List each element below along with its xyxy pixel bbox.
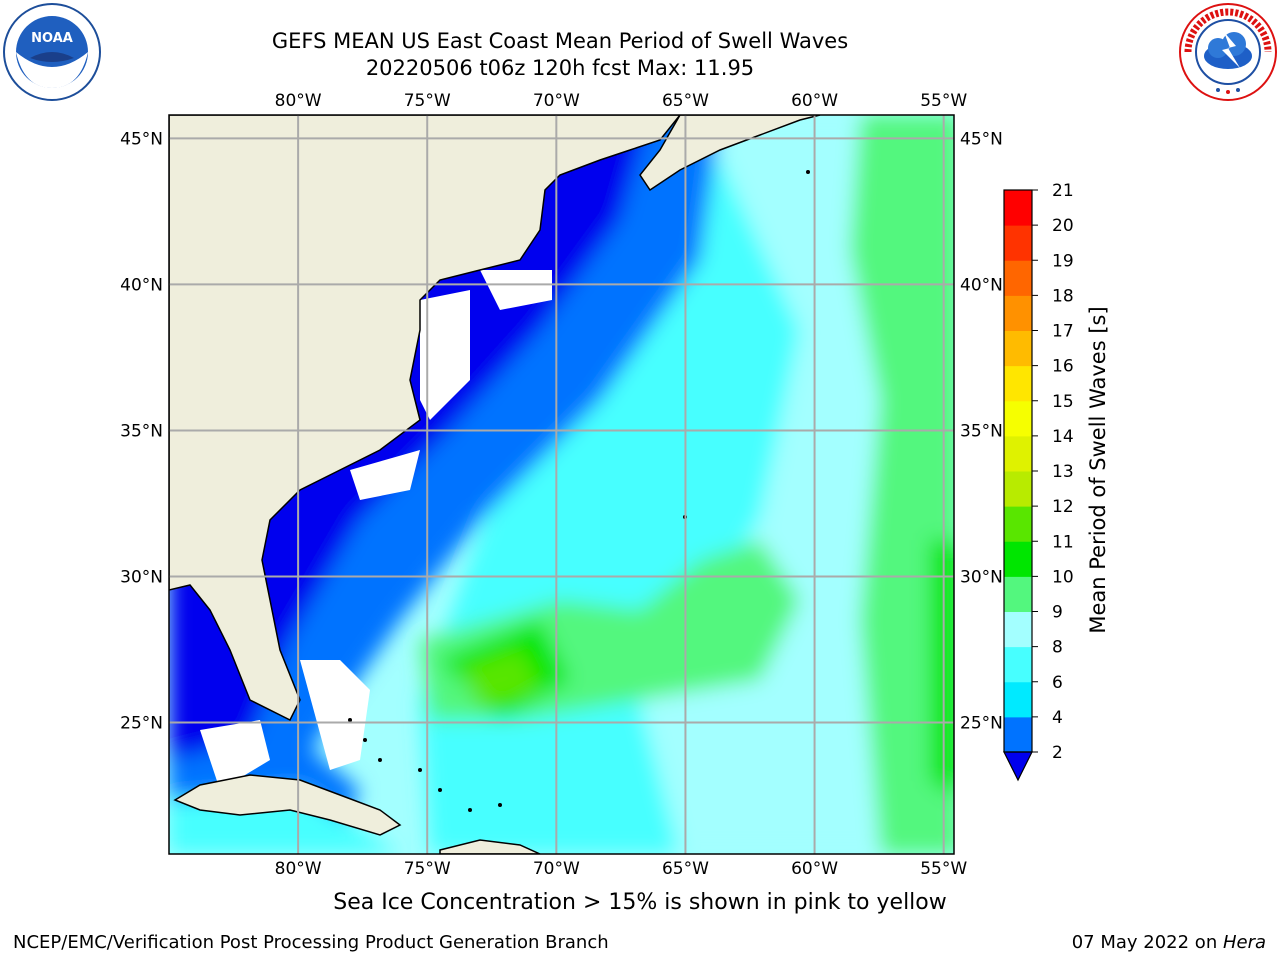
- colorbar-tick-label: 12: [1052, 497, 1074, 517]
- lon-tick-label: 60°W: [791, 859, 838, 879]
- footer-date: 07 May 2022 on Hera: [1072, 932, 1266, 953]
- noaa-logo-text: NOAA: [31, 31, 73, 46]
- colorbar-tick-label: 6: [1052, 673, 1063, 693]
- colorbar-band: [1004, 400, 1032, 437]
- swell-period-field: [169, 115, 954, 854]
- colorbar-tick-label: 20: [1052, 216, 1074, 236]
- footer-branch: NCEP/EMC/Verification Post Processing Pr…: [13, 932, 609, 953]
- colorbar-band: [1004, 716, 1032, 753]
- lon-tick-label: 75°W: [404, 91, 451, 111]
- colorbar-tick-label: 17: [1052, 322, 1074, 342]
- colorbar-band: [1004, 435, 1032, 472]
- footer-date-text: 07 May 2022 on: [1071, 932, 1223, 953]
- footer-machine: Hera: [1222, 932, 1266, 953]
- colorbar-extend-min: [1003, 751, 1033, 782]
- map-subtitle: 20220506 t06z 120h fcst Max: 11.95: [365, 56, 755, 80]
- colorbar-tick-label: 16: [1052, 357, 1074, 377]
- colorbar-band: [1004, 471, 1032, 507]
- colorbar-band: [1004, 576, 1032, 612]
- map-gridlines: [169, 115, 954, 854]
- lon-tick-label: 70°W: [533, 859, 580, 879]
- colorbar-tick-label: 8: [1052, 638, 1063, 658]
- map-frame: [168, 114, 955, 855]
- colorbar-band: [1004, 506, 1032, 542]
- colorbar-band: [1004, 190, 1032, 226]
- lat-tick-label: 40°N: [960, 275, 1003, 295]
- colorbar-tick-label: 14: [1052, 427, 1074, 447]
- colorbar: 2 4 6 8 9 10 11 12 13 14 15 16 17 18 19 20 21: [1003, 181, 1074, 782]
- lat-tick-labels-left: 45°N 40°N 35°N 30°N 25°N: [120, 129, 163, 733]
- colorbar-band: [1004, 541, 1032, 577]
- lat-tick-label: 30°N: [120, 568, 163, 588]
- lat-tick-label: 35°N: [120, 421, 163, 441]
- colorbar-tick-label: 15: [1052, 392, 1074, 412]
- lon-tick-label: 60°W: [791, 91, 838, 111]
- lon-tick-label: 80°W: [275, 91, 322, 111]
- map-title: GEFS MEAN US East Coast Mean Period of S…: [271, 29, 849, 53]
- colorbar-tick-label: 21: [1052, 181, 1074, 201]
- sea-ice-note: Sea Ice Concentration > 15% is shown in …: [333, 890, 947, 915]
- lat-tick-label: 25°N: [960, 714, 1003, 734]
- noaa-logo: NOAA: [3, 3, 101, 101]
- colorbar-tick-label: 10: [1052, 567, 1074, 587]
- lat-tick-label: 35°N: [960, 421, 1003, 441]
- lat-tick-label: 45°N: [120, 129, 163, 149]
- colorbar-band: [1004, 330, 1032, 367]
- lon-tick-label: 80°W: [275, 859, 322, 879]
- colorbar-label: Mean Period of Swell Waves [s]: [1086, 306, 1110, 634]
- lon-tick-labels-top: 80°W 75°W 70°W 65°W 60°W 55°W: [275, 91, 968, 111]
- nws-logo: [1179, 3, 1277, 101]
- colorbar-band: [1004, 295, 1032, 331]
- colorbar-tick-label: 19: [1052, 251, 1074, 271]
- lon-tick-label: 65°W: [662, 91, 709, 111]
- lon-tick-label: 70°W: [533, 91, 580, 111]
- lat-tick-labels-right: 45°N 40°N 35°N 30°N 25°N: [960, 129, 1003, 733]
- colorbar-band: [1004, 646, 1032, 683]
- colorbar-band: [1004, 260, 1032, 296]
- lat-tick-label: 40°N: [120, 275, 163, 295]
- lon-tick-label: 65°W: [662, 859, 709, 879]
- lon-tick-label: 55°W: [920, 859, 967, 879]
- lon-tick-labels-bottom: 80°W 75°W 70°W 65°W 60°W 55°W: [275, 859, 968, 879]
- colorbar-band: [1004, 681, 1032, 718]
- colorbar-band: [1004, 225, 1032, 261]
- lat-tick-label: 30°N: [960, 568, 1003, 588]
- lon-tick-label: 75°W: [404, 859, 451, 879]
- lat-tick-label: 45°N: [960, 129, 1003, 149]
- colorbar-tick-label: 9: [1052, 603, 1063, 623]
- lat-tick-label: 25°N: [120, 714, 163, 734]
- colorbar-band: [1004, 365, 1032, 402]
- colorbar-tick-label: 2: [1052, 743, 1063, 763]
- lon-tick-label: 55°W: [920, 91, 967, 111]
- colorbar-band: [1004, 611, 1032, 648]
- colorbar-tick-label: 13: [1052, 462, 1074, 482]
- colorbar-tick-label: 18: [1052, 286, 1074, 306]
- colorbar-tick-label: 11: [1052, 532, 1074, 552]
- colorbar-tick-label: 4: [1052, 708, 1063, 728]
